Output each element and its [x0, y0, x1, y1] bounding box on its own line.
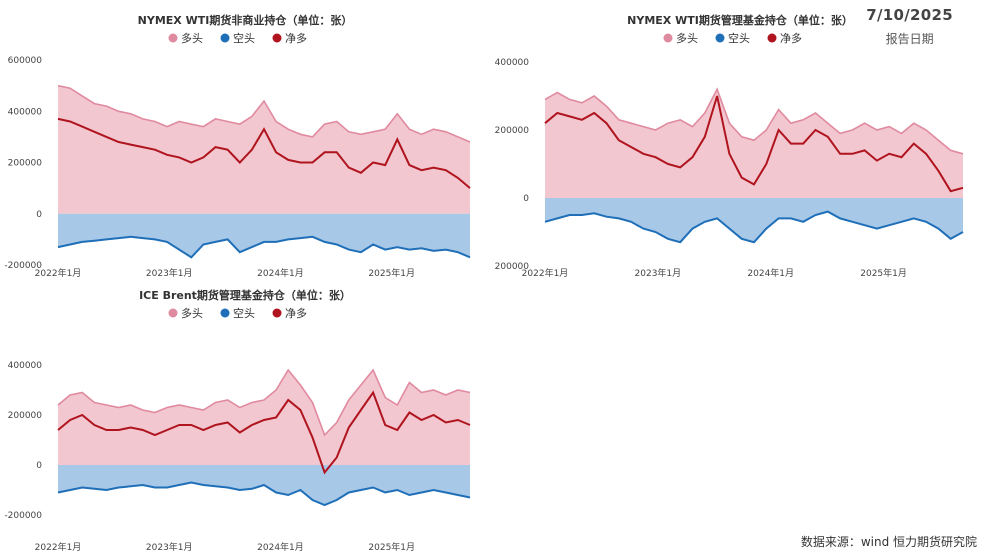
legend-marker-2 [272, 33, 282, 43]
legend-marker-1 [220, 33, 230, 43]
y-tick-label: -200000 [4, 511, 42, 521]
x-tick-label: 2024年1月 [747, 267, 794, 279]
legend-label: 多头 [181, 306, 203, 320]
short-area [58, 213, 470, 258]
chart-title: ICE Brent期货管理基金持仓（单位：张） [139, 288, 351, 302]
x-tick-label: 2023年1月 [635, 267, 682, 279]
long-line [57, 84, 471, 143]
x-tick-label: 2024年1月 [257, 267, 304, 279]
y-tick-label: 600000 [8, 56, 43, 66]
legend-marker-0 [168, 308, 178, 318]
chart-title: NYMEX WTI期货非商业持仓（单位：张） [138, 13, 353, 27]
legend-marker-1 [715, 33, 725, 43]
y-tick-label: 200000 [8, 159, 43, 169]
legend-label: 空头 [233, 306, 255, 320]
y-tick-label: 400000 [495, 58, 529, 68]
long-line [57, 368, 471, 437]
y-tick-label: -200000 [495, 262, 529, 272]
chart-wti-noncommercial: NYMEX WTI期货非商业持仓（单位：张） 多头 空头 净多 600000 400000… [4, 13, 471, 279]
legend-label: 空头 [728, 31, 750, 45]
x-tick-label: 2022年1月 [35, 541, 82, 553]
report-date-block: 7/10/2025 报告日期 [866, 6, 953, 47]
short-area [545, 198, 963, 243]
long-area [545, 89, 963, 198]
legend-label: 净多 [285, 31, 307, 45]
y-tick-label: 200000 [8, 411, 43, 421]
x-tick-label: 2024年1月 [257, 541, 304, 553]
legend-marker-1 [220, 308, 230, 318]
y-tick-label: 400000 [8, 107, 43, 117]
y-tick-label: -200000 [4, 261, 42, 271]
short-line [544, 210, 964, 244]
y-tick-label: 200000 [495, 126, 529, 136]
long-area [58, 85, 470, 214]
long-area [58, 370, 470, 465]
x-tick-label: 2022年1月 [35, 267, 82, 279]
legend-label: 净多 [285, 306, 307, 320]
report-date-label: 报告日期 [885, 32, 934, 46]
chart-wti-managed-money: NYMEX WTI期货管理基金持仓（单位：张） 多头 空头 净多 400000 20000… [495, 13, 964, 279]
y-tick-label: 0 [36, 461, 42, 471]
x-tick-label: 2025年1月 [368, 541, 415, 553]
legend-label: 多头 [676, 31, 698, 45]
legend-label: 空头 [233, 31, 255, 45]
legend-marker-0 [168, 33, 178, 43]
x-tick-label: 2025年1月 [368, 267, 415, 279]
net-long-line [57, 117, 471, 189]
legend-marker-2 [272, 308, 282, 318]
y-tick-label: 400000 [8, 361, 43, 371]
x-tick-label: 2022年1月 [522, 267, 569, 279]
y-tick-label: 0 [523, 194, 529, 204]
legend-label: 多头 [181, 31, 203, 45]
short-line [57, 481, 471, 507]
data-source: 数据来源：wind 恒力期货研究院 [800, 535, 977, 549]
net-long-line [544, 95, 964, 193]
legend-marker-2 [767, 33, 777, 43]
long-line [544, 87, 964, 155]
x-tick-label: 2025年1月 [860, 267, 907, 279]
net-long-line [57, 390, 471, 475]
y-tick-label: 0 [36, 210, 42, 220]
x-tick-label: 2023年1月 [146, 541, 193, 553]
report-date: 7/10/2025 [866, 6, 953, 24]
chart-brent-managed-money: ICE Brent期货管理基金持仓（单位：张） 多头 空头 净多 400000 20000… [4, 288, 471, 553]
short-line [57, 235, 471, 259]
legend-label: 净多 [780, 31, 802, 45]
x-tick-label: 2023年1月 [146, 267, 193, 279]
legend-marker-0 [663, 33, 673, 43]
chart-title: NYMEX WTI期货管理基金持仓（单位：张） [627, 13, 853, 27]
